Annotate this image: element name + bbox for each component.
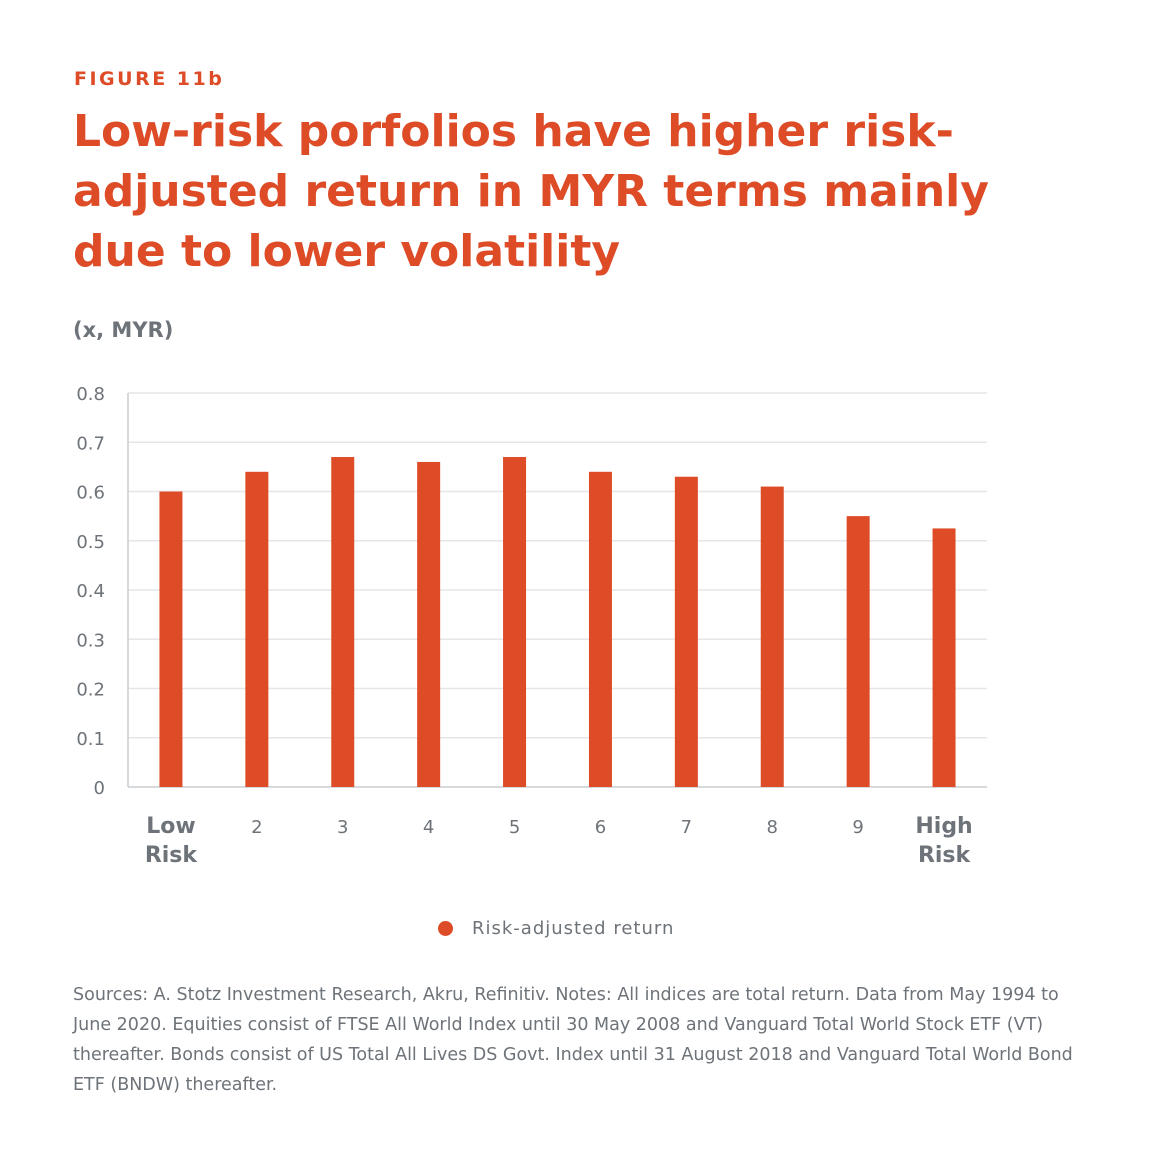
y-tick-label: 0.8 (76, 384, 105, 405)
y-tick-label: 0.1 (76, 729, 105, 750)
x-tick-label: 8 (767, 817, 778, 838)
y-tick-label: 0.4 (76, 581, 105, 602)
legend-label: Risk-adjusted return (472, 918, 675, 939)
bar (417, 461, 441, 787)
y-tick-label: 0.6 (76, 483, 105, 504)
y-tick-label: 0.7 (76, 433, 105, 454)
bar-chart: 0 0.1 0.2 0.3 0.4 0.5 0.6 0.7 0.8 Low Risk 2 3 4 5 6 7 8 9… (76, 384, 987, 868)
y-tick-label: 0.5 (76, 532, 105, 553)
x-tick-label: 5 (509, 817, 520, 838)
figure-label: FIGURE 11b (74, 68, 225, 90)
unit-label: (x, MYR) (73, 318, 174, 342)
bar (331, 457, 355, 787)
y-tick-label: 0.2 (76, 680, 105, 701)
bar (932, 528, 956, 787)
chart-title: Low-risk porfolios have higher risk-adju… (73, 106, 989, 277)
x-tick-label: High Risk (915, 814, 972, 868)
source-notes: Sources: A. Stotz Investment Research, A… (73, 985, 1073, 1095)
bar (674, 476, 698, 787)
bar (503, 457, 527, 787)
bar (159, 491, 183, 787)
x-tick-label: 2 (251, 817, 262, 838)
legend-marker (438, 921, 453, 936)
x-tick-label: 9 (852, 817, 863, 838)
bar (245, 471, 269, 787)
x-tick-label: 7 (681, 817, 692, 838)
legend: Risk-adjusted return (438, 918, 674, 939)
bar (760, 486, 784, 787)
x-tick-label: 3 (337, 817, 348, 838)
x-tick-label: 6 (595, 817, 606, 838)
y-tick-label: 0.3 (76, 630, 105, 651)
bar (588, 471, 612, 787)
x-tick-label: Low Risk (145, 814, 199, 868)
y-tick-label: 0 (94, 778, 105, 799)
x-tick-label: 4 (423, 817, 434, 838)
bar (846, 516, 870, 787)
